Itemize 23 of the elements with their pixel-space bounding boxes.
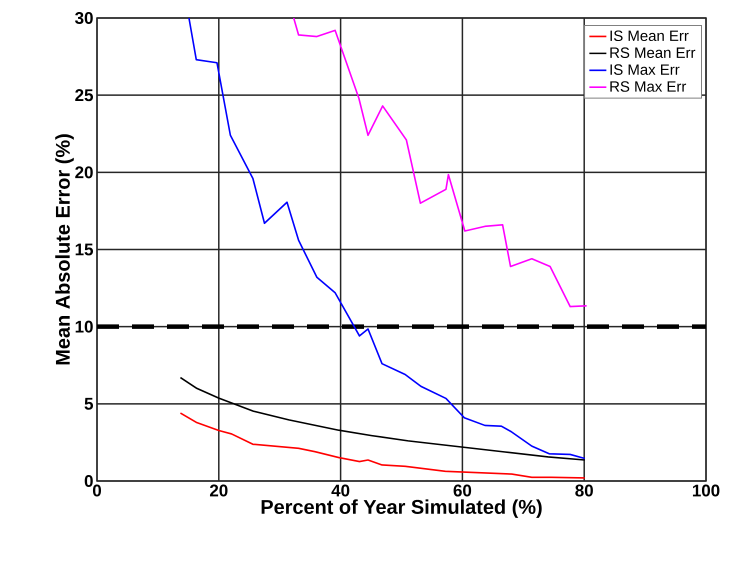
x-tick-label: 60 [454,484,472,497]
y-tick-label: 25 [75,89,94,102]
x-tick-label: 0 [92,484,102,497]
x-tick-label: 80 [575,484,593,497]
line-series [188,18,586,460]
y-tick-label: 0 [84,475,93,487]
x-tick-label: 100 [692,484,720,497]
line-series [180,376,586,461]
y-tick-label: 5 [84,398,94,410]
line-series [292,18,588,308]
y-tick-label: 15 [76,244,94,256]
legend-label: RS Max Err [610,81,686,92]
y-axis-title: Mean Absolute Error (%) [55,134,74,364]
y-tick-label: 20 [75,166,93,178]
x-tick-label: 20 [210,484,228,497]
x-axis-title: Percent of Year Simulated (%) [262,499,542,518]
y-tick-label: 10 [76,320,93,333]
legend-label: RS Mean Err [610,47,696,58]
y-tick-label: 30 [75,12,93,24]
legend-label: IS Mean Err [610,30,689,42]
legend-label: IS Max Err [610,64,680,75]
x-tick-label: 40 [331,484,350,497]
line-series [180,412,586,479]
